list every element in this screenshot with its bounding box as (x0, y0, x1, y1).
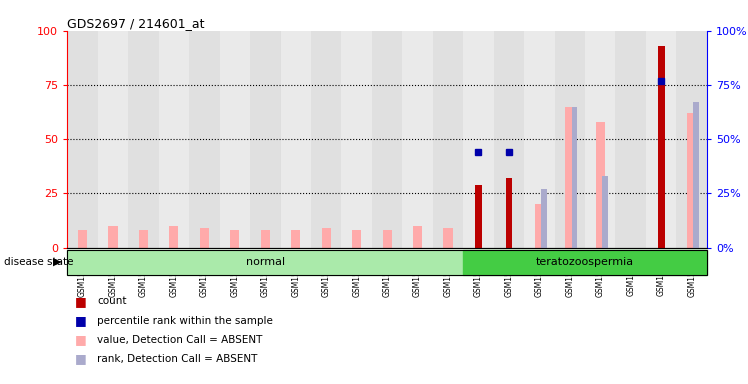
Bar (693, 102, 699, 248)
Bar (524, 31, 554, 248)
Text: ■: ■ (75, 295, 87, 308)
Text: ■: ■ (75, 353, 87, 366)
Bar (494, 31, 524, 248)
Bar (506, 178, 512, 248)
Bar (463, 250, 707, 275)
Bar (676, 31, 707, 248)
Bar (657, 46, 664, 248)
Text: ■: ■ (75, 333, 87, 346)
Bar (230, 230, 239, 248)
Bar (616, 31, 646, 248)
Text: ■: ■ (75, 314, 87, 327)
Bar (322, 228, 331, 248)
Bar (311, 31, 341, 248)
Bar (382, 230, 392, 248)
Bar (261, 230, 270, 248)
Text: disease state: disease state (4, 257, 73, 267)
Bar (571, 107, 577, 248)
Bar (169, 226, 179, 248)
Bar (554, 31, 585, 248)
Bar (139, 230, 148, 248)
Bar (475, 185, 482, 248)
Bar (200, 228, 209, 248)
Bar (646, 31, 676, 248)
Bar (280, 31, 311, 248)
Bar (372, 31, 402, 248)
Bar (463, 31, 494, 248)
Bar (341, 31, 372, 248)
Bar (535, 204, 544, 248)
Text: percentile rank within the sample: percentile rank within the sample (97, 316, 273, 326)
Bar (542, 189, 547, 248)
Bar (67, 31, 98, 248)
Text: teratozoospermia: teratozoospermia (536, 257, 634, 267)
Bar (220, 31, 250, 248)
Text: GDS2697 / 214601_at: GDS2697 / 214601_at (67, 17, 205, 30)
Bar (402, 31, 433, 248)
Bar (291, 230, 300, 248)
Text: ▶: ▶ (53, 257, 61, 267)
Bar (352, 230, 361, 248)
Bar (189, 31, 220, 248)
Bar (250, 31, 280, 248)
Bar (98, 31, 128, 248)
Bar (78, 230, 87, 248)
Bar (687, 113, 696, 248)
Bar (444, 228, 453, 248)
Bar (413, 226, 422, 248)
Bar (433, 31, 463, 248)
Text: value, Detection Call = ABSENT: value, Detection Call = ABSENT (97, 335, 263, 345)
Bar (128, 31, 159, 248)
Bar (585, 31, 616, 248)
Bar (159, 31, 189, 248)
Text: count: count (97, 296, 126, 306)
Text: rank, Detection Call = ABSENT: rank, Detection Call = ABSENT (97, 354, 257, 364)
Text: normal: normal (245, 257, 285, 267)
Bar (108, 226, 117, 248)
Bar (595, 122, 605, 248)
Bar (67, 250, 463, 275)
Bar (602, 176, 607, 248)
Bar (565, 107, 574, 248)
